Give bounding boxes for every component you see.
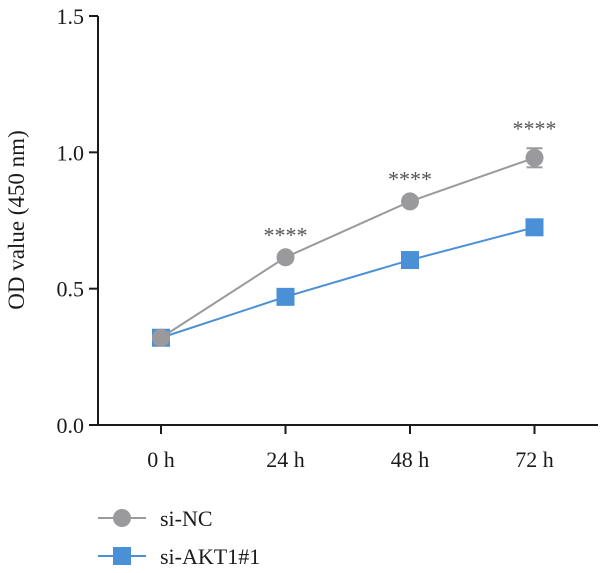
data-point-circle (525, 148, 544, 167)
series-si-AKT1#1 (152, 218, 544, 347)
series-layer (152, 147, 544, 347)
significance-stars: **** (388, 167, 432, 192)
x-tick-label: 0 h (147, 447, 175, 472)
significance-annotations: **** **** **** (264, 116, 557, 247)
x-ticks: 0 h 24 h 48 h 72 h (147, 425, 554, 472)
y-ticks: 0.0 0.5 1.0 1.5 (57, 4, 98, 438)
series-line (160, 156, 535, 339)
data-point-circle (276, 248, 295, 267)
legend: si-NC si-AKT1#1 (98, 506, 260, 569)
significance-stars: **** (513, 116, 557, 141)
x-tick-label: 48 h (391, 447, 430, 472)
legend-label: si-NC (160, 506, 213, 531)
data-point-circle (152, 328, 170, 347)
data-point-square (525, 218, 544, 237)
y-tick-label: 1.0 (57, 140, 85, 165)
series-si-NC (152, 147, 544, 347)
data-point-circle (401, 192, 419, 211)
significance-stars: **** (264, 223, 308, 248)
legend-item: si-AKT1#1 (98, 544, 260, 569)
x-tick-label: 24 h (266, 447, 305, 472)
axes (97, 16, 598, 426)
y-tick-label: 0.0 (57, 413, 85, 438)
legend-label: si-AKT1#1 (160, 544, 260, 569)
legend-item: si-NC (98, 506, 213, 531)
legend-marker-square (113, 547, 131, 565)
y-axis-title: OD value (450 nm) (4, 130, 29, 310)
data-point-square (401, 251, 419, 270)
y-tick-label: 0.5 (57, 277, 85, 302)
x-tick-label: 72 h (515, 447, 554, 472)
data-point-square (276, 287, 295, 306)
y-tick-label: 1.5 (57, 4, 85, 29)
series-line (160, 226, 535, 339)
legend-marker-circle (113, 509, 131, 527)
